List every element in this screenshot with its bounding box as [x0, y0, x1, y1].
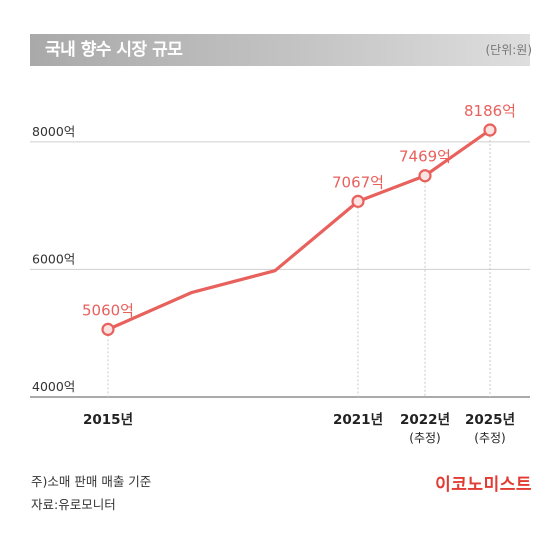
unit-label: (단위:원): [485, 43, 532, 57]
header-band: [30, 34, 530, 66]
guide-lines: [107, 136, 491, 397]
brand-logo: 이코노미스트: [435, 475, 532, 495]
y-tick-label: 8000억: [32, 124, 75, 139]
data-markers: [101, 123, 497, 336]
data-point: [483, 123, 497, 137]
data-label: 5060억: [82, 301, 134, 319]
x-tick-labels: 2015년 2021년 2022년 (추정) 2025년 (추정): [83, 412, 515, 445]
chart-title: 국내 향수 시장 규모: [45, 40, 183, 60]
x-tick-label: 2015년: [83, 412, 133, 428]
series-line-layer: [106, 128, 492, 331]
footnote: 주)소매 판매 매출 기준: [31, 474, 152, 489]
data-point: [101, 322, 115, 336]
data-label: 7469억: [399, 148, 451, 166]
data-label: 8186억: [464, 102, 516, 120]
data-point: [351, 194, 365, 208]
line-chart: 5060억 7067억 7469억 8186억 4000억 6000억 8000억 201…: [30, 102, 530, 445]
data-label: 7067억: [332, 173, 384, 191]
x-tick-sublabel: (추정): [409, 431, 440, 445]
series-line: [106, 128, 492, 331]
x-tick-sublabel: (추정): [474, 431, 505, 445]
source-note: 자료:유로모니터: [31, 497, 116, 512]
x-tick-label: 2025년: [465, 412, 515, 428]
y-tick-labels: 4000억 6000억 8000억: [32, 124, 75, 394]
data-labels: 5060억 7067억 7469억 8186억: [82, 102, 516, 319]
y-tick-label: 6000억: [32, 251, 75, 266]
grid-lines: [30, 141, 530, 398]
y-tick-label: 4000억: [32, 379, 75, 394]
data-point: [418, 169, 432, 183]
x-tick-label: 2021년: [333, 412, 383, 428]
x-tick-label: 2022년: [400, 412, 450, 428]
